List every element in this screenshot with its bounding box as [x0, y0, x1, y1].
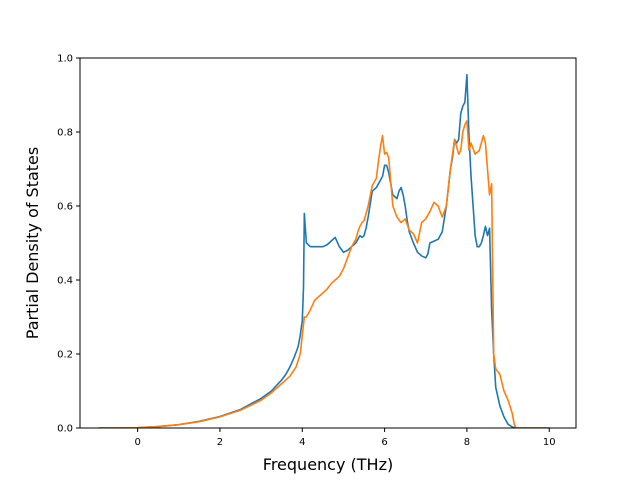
- series-line-1: [98, 73, 550, 428]
- x-tick-label: 6: [381, 437, 387, 448]
- x-tick-label: 10: [543, 437, 556, 448]
- x-tick-label: 8: [464, 437, 470, 448]
- series-layer: [98, 73, 550, 428]
- y-tick-label: 0.2: [57, 350, 73, 361]
- y-tick-label: 0.0: [57, 424, 73, 435]
- x-axis: 0 2 4 6 8 10: [134, 428, 556, 448]
- x-tick-label: 4: [299, 437, 305, 448]
- plot-frame: [79, 57, 577, 429]
- x-tick-label: 0: [134, 437, 140, 448]
- series-line-2: [98, 120, 550, 428]
- y-axis: 0.0 0.2 0.4 0.6 0.8 1.0: [57, 54, 80, 435]
- y-tick-label: 1.0: [57, 54, 73, 65]
- x-axis-label: Frequency (THz): [263, 455, 393, 474]
- y-tick-label: 0.6: [57, 202, 73, 213]
- y-tick-label: 0.8: [57, 128, 73, 139]
- y-tick-label: 0.4: [57, 276, 73, 287]
- y-axis-label: Partial Density of States: [23, 147, 42, 339]
- x-tick-label: 2: [217, 437, 223, 448]
